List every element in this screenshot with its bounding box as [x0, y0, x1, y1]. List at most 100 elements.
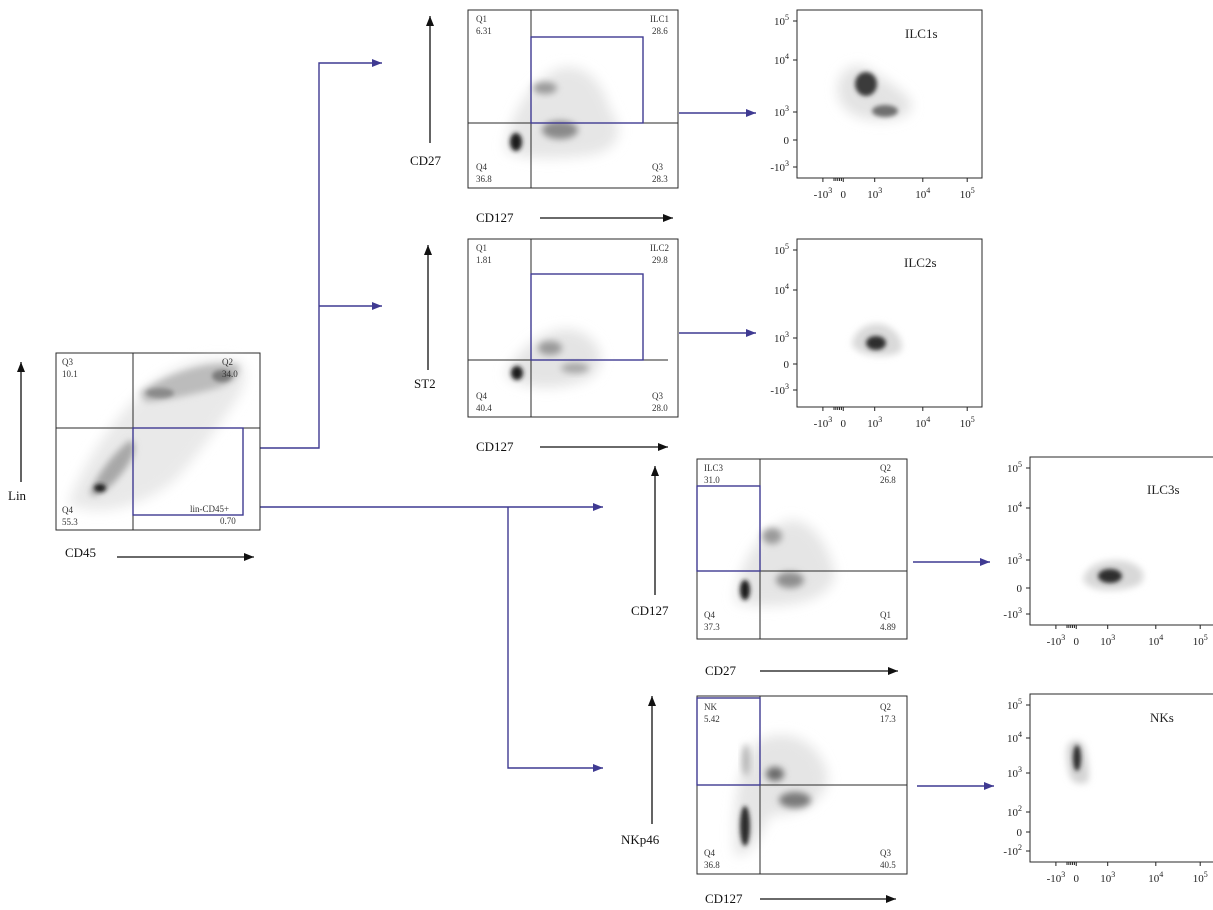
- plot-nks: NKs: [1029, 693, 1213, 863]
- q3-label: Q3: [652, 162, 663, 172]
- q4-label: Q4: [704, 610, 715, 620]
- ylabel-nkp46: NKp46: [621, 832, 660, 847]
- tick-label: 104: [1148, 870, 1163, 885]
- q1-value: 4.89: [880, 622, 896, 632]
- flow-arrowhead: [372, 302, 382, 310]
- plot-ilc2s: ILC2s: [796, 238, 983, 408]
- q2-value: 17.3: [880, 714, 896, 724]
- q1-label: Q1: [880, 610, 891, 620]
- title-nks: NKs: [1150, 710, 1174, 725]
- flow-connectors: [243, 62, 994, 787]
- tick-label: 102: [1007, 804, 1022, 819]
- ylabel-cd27: CD27: [410, 153, 442, 168]
- axis-arrowhead-up: [424, 245, 432, 255]
- gate-lin-cd45: [132, 427, 244, 516]
- tick-label: -103: [1003, 606, 1022, 621]
- flow-arrowhead: [746, 329, 756, 337]
- density-cloud: [68, 358, 246, 511]
- q4-label: Q4: [62, 505, 73, 515]
- q4-label: Q4: [476, 162, 487, 172]
- tick-label: 105: [960, 186, 975, 201]
- flow-arrowhead: [593, 764, 603, 772]
- tick-label: 0: [841, 418, 847, 430]
- axis-labels: Lin CD45 CD27 CD127 ST2 CD127 CD127 CD27…: [8, 153, 743, 906]
- xlabel-cd45: CD45: [65, 545, 96, 560]
- tick-label: -103: [1047, 870, 1066, 885]
- gate-name: NK: [704, 702, 717, 712]
- tick-label: -103: [770, 382, 789, 397]
- q4-value: 36.8: [476, 174, 492, 184]
- plot-cd27-cd127: Q1 6.31 ILC1 28.6 Q4 36.8 Q3 28.3: [467, 9, 679, 189]
- q3-value: 10.1: [62, 369, 78, 379]
- gate-name: ILC3: [704, 463, 723, 473]
- tick-label: 0: [1017, 827, 1023, 839]
- tick-label: 105: [774, 242, 789, 257]
- axis-arrowhead-right: [888, 667, 898, 675]
- q1-value: 1.81: [476, 255, 492, 265]
- gate-nk: [696, 697, 761, 786]
- tick-label: 0: [784, 359, 790, 371]
- axis-arrows: [20, 16, 898, 900]
- gate-value: 5.42: [704, 714, 720, 724]
- gate-value: 0.70: [220, 516, 236, 526]
- axis-arrowhead-right: [663, 214, 673, 222]
- q1-label: Q1: [476, 243, 487, 253]
- tick-label: 103: [1100, 633, 1115, 648]
- q3-value: 28.0: [652, 403, 668, 413]
- q3-label: Q3: [652, 391, 663, 401]
- tick-label: 104: [1007, 500, 1022, 515]
- tick-label: 0: [841, 189, 847, 201]
- q4-value: 36.8: [704, 860, 720, 870]
- q2-value: 26.8: [880, 475, 896, 485]
- xlabel-cd127-mid: CD127: [476, 439, 514, 454]
- q4-label: Q4: [704, 848, 715, 858]
- q4-value: 55.3: [62, 517, 78, 527]
- axis-arrowhead-right: [658, 443, 668, 451]
- axis-arrowhead-up: [17, 362, 25, 372]
- title-ilc3s: ILC3s: [1147, 482, 1180, 497]
- plot-nkp46-cd127: NK 5.42 Q2 17.3 Q4 36.8 Q3 40.5: [696, 695, 908, 875]
- density-cloud: [734, 734, 828, 856]
- axis-arrowhead-up: [426, 16, 434, 26]
- plot-cd127-cd27: ILC3 31.0 Q2 26.8 Q4 37.3 Q1 4.89: [696, 458, 908, 640]
- plot-ilc1s: ILC1s: [796, 9, 983, 179]
- q3-label: Q3: [62, 357, 73, 367]
- q4-value: 37.3: [704, 622, 720, 632]
- tick-label: 105: [774, 13, 789, 28]
- q1-value: 6.31: [476, 26, 492, 36]
- tick-label: 105: [1007, 460, 1022, 475]
- density-cloud: [505, 67, 619, 159]
- tick-label: 104: [774, 282, 789, 297]
- tick-label: -102: [1003, 843, 1022, 858]
- tick-label: -103: [770, 159, 789, 174]
- tick-label: -103: [1047, 633, 1066, 648]
- tick-label: 103: [774, 104, 789, 119]
- flow-arrowhead: [746, 109, 756, 117]
- tick-label: -103: [814, 186, 833, 201]
- axis-arrowhead-up: [651, 466, 659, 476]
- q1-label: Q1: [476, 14, 487, 24]
- q2-label: Q2: [222, 357, 233, 367]
- tick-label: 0: [784, 135, 790, 147]
- title-ilc2s: ILC2s: [904, 255, 937, 270]
- tick-label: 104: [774, 52, 789, 67]
- flow-arrowhead: [980, 558, 990, 566]
- axis-arrowhead-right: [886, 895, 896, 903]
- flow-arrowheads: [372, 59, 994, 790]
- tick-label: 0: [1074, 873, 1080, 885]
- tick-label: 104: [1007, 730, 1022, 745]
- q3-value: 28.3: [652, 174, 668, 184]
- flow-arrowhead: [593, 503, 603, 511]
- tick-label: 104: [915, 415, 930, 430]
- flow-arrowhead: [984, 782, 994, 790]
- plot-lin-cd45: Q3 10.1 Q2 34.0 Q4 55.3 lin-CD45+ 0.70: [55, 352, 261, 531]
- gate-ilc2: [530, 273, 644, 361]
- plot-ilc3s: ILC3s: [1029, 456, 1213, 626]
- gate-value: 29.8: [652, 255, 668, 265]
- tick-label: 103: [1007, 552, 1022, 567]
- ylabel-lin: Lin: [8, 488, 27, 503]
- tick-label: 103: [1007, 765, 1022, 780]
- xlabel-cd127-top: CD127: [476, 210, 514, 225]
- title-ilc1s: ILC1s: [905, 26, 938, 41]
